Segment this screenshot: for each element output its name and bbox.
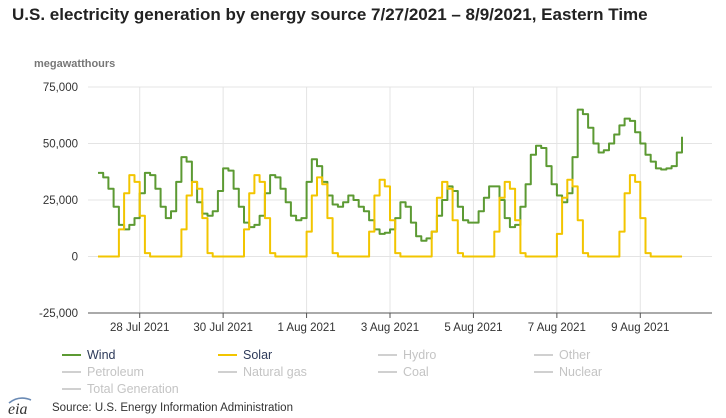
legend-swatch [218, 371, 237, 373]
legend-item-nuclear[interactable]: Nuclear [534, 365, 602, 379]
grid-lines [88, 86, 712, 314]
legend-label: Hydro [403, 348, 437, 362]
x-tick-label: 5 Aug 2021 [444, 322, 502, 334]
series-lines [98, 108, 683, 258]
eia-logo: eia [8, 397, 32, 416]
y-axis-ticks: -25,000 0 25,000 50,000 75,000 [39, 82, 78, 320]
legend-label: Other [559, 348, 591, 362]
series-line-solar [98, 174, 682, 258]
legend-item-natural-gas[interactable]: Natural gas [218, 365, 307, 379]
x-tick-label: 28 Jul 2021 [110, 322, 169, 334]
legend-label: Total Generation [87, 382, 179, 396]
legend-item-wind[interactable]: Wind [62, 348, 115, 362]
legend-label: Solar [243, 348, 273, 362]
x-tick-label: 7 Aug 2021 [528, 322, 586, 334]
x-tick-label: 9 Aug 2021 [611, 322, 669, 334]
x-tick-label: 1 Aug 2021 [277, 322, 335, 334]
y-tick-label: 75,000 [43, 82, 78, 94]
x-tick-label: 30 Jul 2021 [193, 322, 252, 334]
x-tick-label: 3 Aug 2021 [361, 322, 419, 334]
legend-item-other[interactable]: Other [534, 348, 590, 362]
legend-item-petroleum[interactable]: Petroleum [62, 365, 144, 379]
legend-label: Nuclear [559, 365, 603, 379]
legend-item-coal[interactable]: Coal [378, 365, 429, 379]
legend-item-hydro[interactable]: Hydro [378, 348, 436, 362]
legend-swatch [62, 371, 81, 373]
svg-text:eia: eia [8, 401, 28, 416]
legend-swatch [378, 354, 397, 356]
chart-title: U.S. electricity generation by energy so… [12, 5, 648, 24]
legend-swatch [62, 354, 81, 356]
y-axis-unit-label: megawatthours [34, 58, 116, 70]
y-tick-label: 0 [72, 252, 78, 264]
legend-swatch [218, 354, 237, 356]
legend-label: Coal [403, 365, 429, 379]
legend-item-total-generation[interactable]: Total Generation [62, 382, 179, 396]
legend-swatch [378, 371, 397, 373]
legend-swatch [534, 354, 553, 356]
legend-label: Wind [87, 348, 116, 362]
source-note: Source: U.S. Energy Information Administ… [52, 402, 293, 414]
y-tick-label: 25,000 [43, 195, 78, 207]
y-tick-label: -25,000 [39, 308, 78, 320]
x-axis-ticks: 28 Jul 2021 30 Jul 2021 1 Aug 2021 3 Aug 20… [88, 312, 712, 334]
y-tick-label: 50,000 [43, 139, 78, 151]
legend-label: Petroleum [87, 365, 144, 379]
line-chart: -25,000 0 25,000 50,000 75,000 28 Jul 2021 30… [39, 82, 712, 334]
legend-swatch [534, 371, 553, 373]
legend-swatch [62, 388, 81, 390]
legend-item-solar[interactable]: Solar [218, 348, 272, 362]
legend-label: Natural gas [243, 365, 307, 379]
